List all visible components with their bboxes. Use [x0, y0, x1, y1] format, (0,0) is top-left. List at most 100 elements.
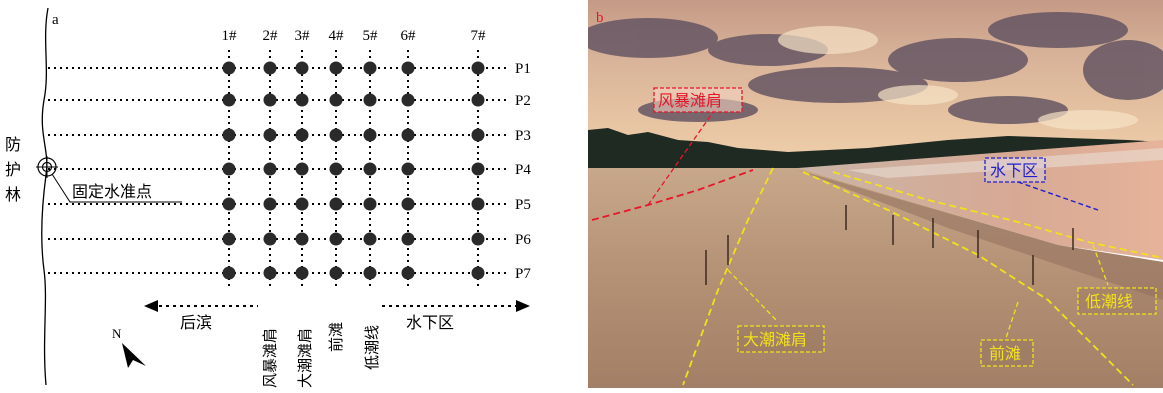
profile-label-3: P3 [515, 128, 531, 144]
survey-point-p7-w2 [263, 266, 277, 280]
survey-point-p6-w5 [363, 232, 377, 246]
storm-berm-line [591, 169, 754, 221]
survey-point-p4-w5 [363, 162, 377, 176]
profile-label-7: P7 [515, 266, 531, 282]
survey-point-p2-w6 [401, 93, 415, 107]
underwater-label-a: 水下区 [406, 314, 454, 332]
survey-point-p6-w1 [222, 232, 236, 246]
survey-point-p4-w6 [401, 162, 415, 176]
zone-storm-berm: 风暴滩肩 [262, 328, 279, 388]
survey-point-p6-w2 [263, 232, 277, 246]
spring-tide-berm-box [737, 325, 825, 353]
panel-a-label: a [52, 12, 59, 28]
survey-point-p1-w3 [295, 61, 309, 75]
survey-point-p7-w4 [329, 266, 343, 280]
cloud-highlights [778, 26, 1138, 130]
survey-point-p5-w3 [295, 197, 309, 211]
survey-point-p4-w3 [295, 162, 309, 176]
survey-point-p5-w5 [363, 197, 377, 211]
coastline-curve [41, 7, 49, 386]
survey-point-p3-w1 [222, 128, 236, 142]
survey-point-p1-w6 [401, 61, 415, 75]
forest-label-1: 防 [5, 136, 21, 154]
survey-point-p4-w4 [329, 162, 343, 176]
underwater-box [984, 157, 1046, 183]
survey-point-p7-w6 [401, 266, 415, 280]
beach-photo-canvas: b 风暴滩肩 水下区 大潮滩肩 前滩 低潮线 [578, 0, 1163, 388]
survey-point-p3-w7 [471, 128, 485, 142]
survey-point-p2-w5 [363, 93, 377, 107]
well-label-3: 3# [295, 28, 311, 44]
survey-point-p5-w2 [263, 197, 277, 211]
zone-spring-tide-berm: 大潮滩肩 [297, 328, 314, 388]
zone-foreshore: 前滩 [328, 322, 345, 352]
spring-tide-berm-line [682, 167, 774, 386]
low-tide-line-label: 低潮线 [1085, 293, 1133, 311]
survey-point-p4-w7 [471, 162, 485, 176]
survey-point-p1-w7 [471, 61, 485, 75]
survey-point-p3-w5 [363, 128, 377, 142]
survey-point-p2-w3 [295, 93, 309, 107]
north-arrow-icon [122, 343, 146, 368]
survey-point-p5-w1 [222, 197, 236, 211]
backshore-label: 后滨 [180, 314, 212, 332]
low-tide-line-box [1077, 287, 1157, 315]
survey-point-p1-w1 [222, 61, 236, 75]
survey-point-p4-w1 [222, 162, 236, 176]
survey-point-p2-w7 [471, 93, 485, 107]
survey-point-p6-w4 [329, 232, 343, 246]
benchmark-leader-line [51, 173, 182, 203]
profile-label-4: P4 [515, 162, 531, 178]
survey-point-p4-w2 [263, 162, 277, 176]
forest-label-2: 护 [5, 161, 21, 179]
survey-point-p7-w1 [222, 266, 236, 280]
survey-point-p6-w6 [401, 232, 415, 246]
survey-point-p1-w4 [329, 61, 343, 75]
panel-b-label: b [596, 10, 604, 26]
panel-b-beach-photo: b 风暴滩肩 水下区 大潮滩肩 前滩 低潮线 [578, 0, 1163, 388]
survey-point-p1-w5 [363, 61, 377, 75]
profile-label-2: P2 [515, 93, 531, 109]
survey-point-p7-w3 [295, 266, 309, 280]
survey-point-p3-w6 [401, 128, 415, 142]
foreshore-label: 前滩 [989, 345, 1021, 363]
storm-berm-label: 风暴滩肩 [658, 92, 722, 110]
survey-point-p7-w7 [471, 266, 485, 280]
benchmark-label: 固定水准点 [72, 183, 152, 201]
survey-point-p2-w4 [329, 93, 343, 107]
well-label-6: 6# [401, 28, 417, 44]
survey-point-p5-w7 [471, 197, 485, 211]
survey-point-p5-w6 [401, 197, 415, 211]
yellow-leaders [727, 244, 1109, 339]
well-label-7: 7# [471, 28, 487, 44]
underwater-arrow [382, 300, 530, 312]
storm-berm-box [653, 87, 743, 113]
well-labels: 1# 2# 3# 4# 5# 6# 7# [222, 28, 487, 44]
spring-tide-berm-label: 大潮滩肩 [743, 331, 807, 349]
zone-low-tide-line: 低潮线 [364, 325, 381, 370]
underwater-leader [1017, 181, 1099, 211]
well-label-1: 1# [222, 28, 238, 44]
profile-label-6: P6 [515, 232, 531, 248]
survey-points [222, 61, 485, 280]
north-label: N [112, 326, 122, 341]
survey-point-p6-w3 [295, 232, 309, 246]
profile-labels: P1 P2 P3 P4 P5 P6 P7 [515, 61, 531, 282]
survey-point-p5-w4 [329, 197, 343, 211]
survey-point-p3-w4 [329, 128, 343, 142]
foreshore-box [980, 339, 1034, 367]
survey-point-p7-w5 [363, 266, 377, 280]
survey-point-p1-w2 [263, 61, 277, 75]
survey-point-p3-w2 [263, 128, 277, 142]
wet-foreshore [798, 170, 1163, 300]
survey-point-p2-w2 [263, 93, 277, 107]
forest-label-3: 林 [5, 186, 21, 204]
benchmark-symbol-icon [36, 156, 58, 178]
well-label-5: 5# [363, 28, 379, 44]
underwater-label-b: 水下区 [990, 162, 1038, 180]
well-label-2: 2# [263, 28, 279, 44]
survey-point-p3-w3 [295, 128, 309, 142]
panel-a-survey-diagram: a 防 护 林 固定水准点 1# 2# 3# 4# 5# 6# 7# P1 P2 P3 P4 P5 P… [0, 0, 560, 388]
survey-point-p6-w7 [471, 232, 485, 246]
survey-point-p2-w1 [222, 93, 236, 107]
